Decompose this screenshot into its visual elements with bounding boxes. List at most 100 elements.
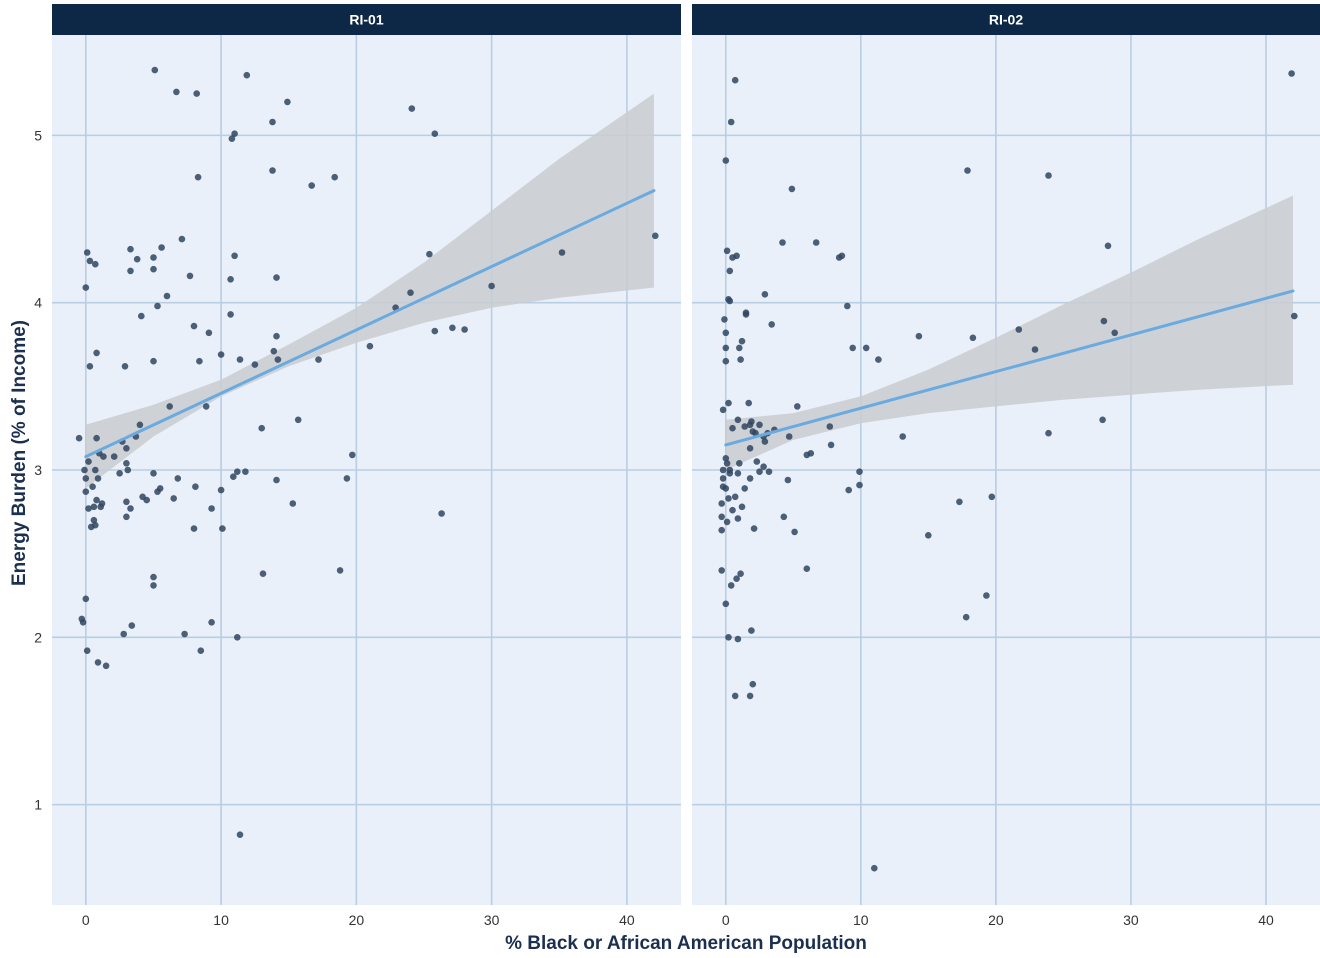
- data-point: [202, 403, 210, 410]
- data-point: [81, 466, 88, 474]
- data-point: [123, 445, 130, 452]
- data-point: [92, 466, 99, 474]
- data-point: [124, 466, 132, 474]
- data-point: [718, 513, 725, 521]
- data-point: [219, 525, 226, 532]
- data-point: [273, 274, 280, 281]
- data-point: [794, 403, 801, 410]
- data-point: [726, 267, 734, 275]
- data-point: [426, 250, 433, 258]
- y-tick-label: 5: [34, 127, 42, 143]
- data-point: [827, 441, 835, 449]
- data-point: [236, 356, 244, 363]
- data-point: [956, 498, 963, 506]
- data-point: [136, 421, 144, 429]
- data-point: [726, 297, 734, 305]
- data-point: [1045, 429, 1052, 437]
- data-point: [93, 496, 100, 504]
- data-point: [408, 105, 416, 112]
- data-point: [208, 505, 215, 512]
- data-point: [94, 659, 102, 666]
- data-point: [331, 173, 339, 181]
- data-point: [100, 453, 107, 460]
- data-point: [746, 445, 754, 452]
- data-point: [803, 565, 811, 572]
- data-point: [190, 322, 198, 330]
- panel-ri-02: RI-02 0 10 20 30 40: [692, 4, 1320, 928]
- data-point: [845, 486, 852, 494]
- data-point: [349, 451, 356, 459]
- data-point: [738, 337, 746, 345]
- data-point: [788, 185, 796, 193]
- data-point: [166, 403, 173, 410]
- data-point: [488, 282, 495, 290]
- data-point: [718, 567, 725, 574]
- panel-ri-01: RI-01 0 10 20 30 40 1 2 3 4 5: [34, 4, 681, 928]
- data-point: [746, 692, 754, 700]
- panels: RI-01 0 10 20 30 40 1 2 3 4 5 RI-02 0 10 20 30 40: [34, 4, 1320, 928]
- data-point: [231, 252, 238, 260]
- data-point: [983, 592, 990, 599]
- data-point: [807, 450, 815, 457]
- data-point: [123, 460, 130, 467]
- data-point: [731, 692, 739, 700]
- data-point: [193, 90, 200, 97]
- data-point: [1111, 329, 1118, 337]
- data-point: [83, 249, 91, 256]
- data-point: [722, 485, 730, 492]
- y-tick-label: 2: [34, 629, 42, 645]
- data-point: [236, 831, 244, 838]
- data-point: [733, 575, 740, 582]
- data-point: [90, 516, 98, 524]
- data-point: [722, 157, 730, 164]
- data-point: [284, 98, 291, 106]
- data-point: [92, 260, 99, 268]
- data-point: [737, 570, 744, 577]
- data-point: [1291, 312, 1298, 320]
- data-point: [723, 518, 731, 526]
- data-point: [734, 470, 742, 477]
- data-point: [871, 864, 878, 872]
- x-tick-label: 30: [1123, 912, 1139, 928]
- data-point: [736, 344, 743, 352]
- data-point: [1100, 317, 1108, 325]
- data-point: [82, 475, 90, 482]
- data-point: [856, 481, 863, 489]
- data-point: [558, 249, 566, 256]
- data-point: [925, 532, 932, 539]
- data-point: [90, 503, 98, 511]
- data-point: [158, 244, 165, 251]
- x-tick-label: 20: [988, 912, 1004, 928]
- x-tick-label: 10: [213, 912, 229, 928]
- data-point: [343, 475, 351, 482]
- data-point: [86, 363, 94, 370]
- data-point: [431, 130, 439, 137]
- data-point: [722, 600, 730, 608]
- data-point: [227, 276, 234, 283]
- y-tick-label: 1: [34, 797, 42, 813]
- data-point: [273, 476, 280, 484]
- data-point: [449, 324, 456, 332]
- data-point: [969, 334, 977, 342]
- data-point: [722, 455, 730, 462]
- y-tick-label: 4: [34, 295, 42, 311]
- data-point: [779, 239, 786, 246]
- data-point: [760, 463, 767, 471]
- data-point: [217, 351, 225, 358]
- data-point: [150, 470, 157, 477]
- data-point: [785, 433, 793, 440]
- data-point: [725, 399, 732, 407]
- data-point: [163, 292, 171, 300]
- data-point: [143, 496, 150, 504]
- regression-line: [84, 189, 656, 459]
- data-point: [150, 357, 157, 365]
- data-point: [734, 515, 742, 522]
- data-point: [234, 468, 241, 476]
- x-tick-label: 0: [722, 912, 730, 928]
- data-point: [826, 423, 834, 430]
- data-point: [123, 498, 130, 506]
- data-point: [93, 434, 100, 442]
- data-point: [784, 476, 792, 484]
- data-point: [196, 357, 203, 365]
- data-point: [259, 570, 267, 577]
